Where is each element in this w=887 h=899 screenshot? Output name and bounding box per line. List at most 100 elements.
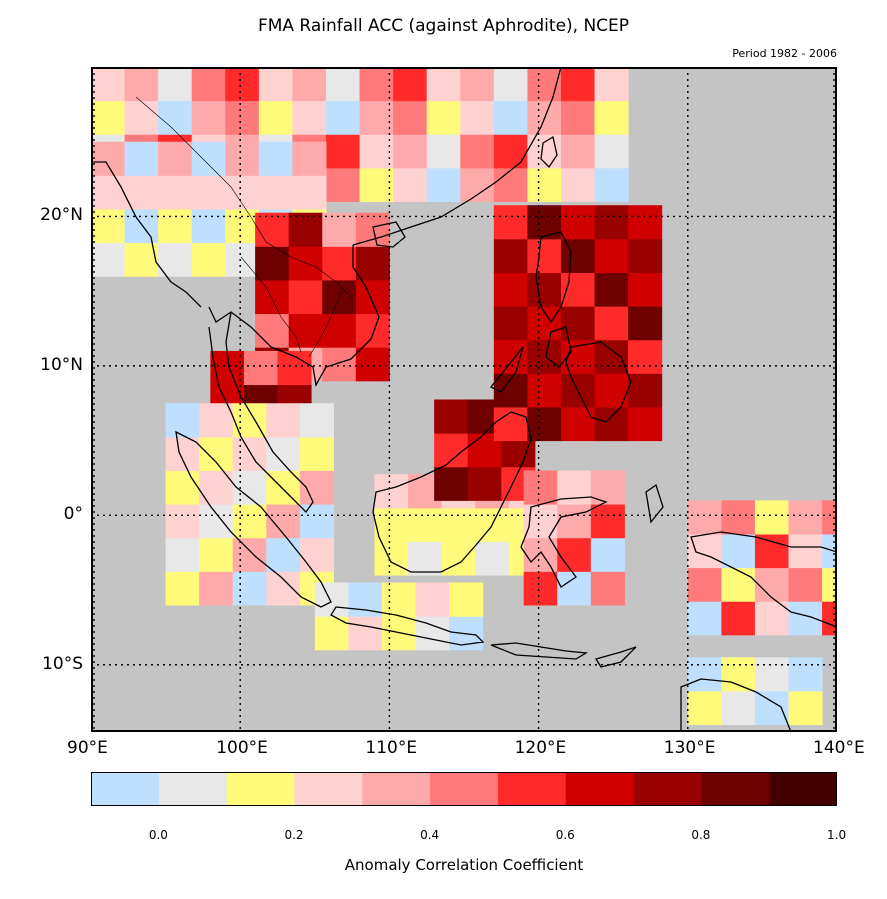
acc-cell-myanmar-north — [292, 141, 327, 176]
acc-cell-philippines — [560, 205, 596, 240]
acc-cell-sulawesi — [557, 571, 592, 606]
coastlines — [91, 67, 837, 732]
acc-cell-myanmar-north — [225, 242, 260, 277]
lon-tick-label: 110°E — [365, 738, 418, 758]
acc-cell-sumatra — [199, 571, 234, 606]
acc-cell-sulawesi — [590, 504, 625, 539]
acc-cell-philippines — [560, 406, 596, 442]
acc-cell-indochina — [255, 212, 290, 247]
acc-cell-borneo-south — [441, 507, 476, 542]
lon-tick-label: 90°E — [67, 738, 108, 758]
acc-cell-philippines — [628, 406, 663, 442]
acc-cell-myanmar-north — [225, 141, 260, 176]
colorbar-frame — [91, 772, 837, 806]
acc-cell-borneo-south — [408, 507, 443, 542]
colorbar-bin — [430, 772, 499, 806]
acc-grid-cells — [91, 67, 837, 726]
colorbar-bin — [497, 772, 567, 806]
graticule — [91, 67, 837, 732]
acc-cell-south-china — [359, 134, 394, 169]
acc-cell-philippines — [560, 306, 596, 341]
acc-cell-sulawesi — [523, 537, 558, 572]
acc-cell-sumatra — [165, 436, 200, 471]
acc-cell-myanmar-north — [225, 208, 260, 244]
acc-cell-sumatra — [232, 436, 267, 471]
acc-cell-philippines — [560, 339, 596, 374]
colorbar-bin — [769, 772, 837, 806]
acc-cell-sumatra — [232, 537, 267, 572]
colorbar-tick-label: 0.2 — [284, 828, 304, 842]
acc-cell-borneo-north — [467, 466, 502, 501]
acc-cell-indochina — [288, 279, 323, 315]
acc-cell-java — [381, 582, 417, 617]
acc-cell-myanmar-north — [191, 141, 226, 176]
acc-cell-sumatra — [232, 571, 267, 606]
acc-cell-philippines — [493, 238, 528, 273]
acc-cell-south-china — [460, 67, 495, 102]
colorbar-bin — [701, 772, 770, 806]
acc-cell-new-guinea — [754, 500, 790, 535]
acc-cell-south-china — [225, 67, 260, 102]
colorbar-bin — [158, 772, 228, 806]
acc-cell-australia-north — [721, 657, 756, 692]
acc-cell-south-china — [225, 100, 260, 135]
acc-cell-philippines — [527, 406, 562, 442]
acc-cell-indochina — [255, 279, 290, 315]
acc-cell-java — [348, 616, 383, 651]
acc-cell-borneo-south — [475, 541, 510, 576]
lat-tick-label: 10°S — [42, 653, 83, 674]
acc-cell-malay-peninsula — [243, 350, 278, 386]
acc-cell-south-china — [325, 100, 361, 135]
lon-tick-label: 130°E — [663, 738, 716, 758]
acc-cell-south-china — [426, 134, 461, 169]
acc-cell-australia-north — [687, 690, 722, 726]
acc-cell-new-guinea — [721, 601, 756, 636]
acc-cell-philippines — [527, 238, 562, 273]
acc-cell-south-china — [493, 100, 528, 135]
acc-cell-indochina — [288, 246, 323, 281]
acc-cell-philippines — [594, 306, 629, 341]
acc-cell-indochina — [355, 279, 390, 315]
acc-cell-south-china — [325, 167, 361, 202]
acc-cell-philippines — [594, 272, 629, 307]
acc-cell-new-guinea — [788, 601, 823, 636]
colorbar-tick-label: 0.6 — [555, 828, 575, 842]
acc-cell-philippines — [493, 306, 528, 341]
colorbar-tick-label: 0.0 — [148, 828, 168, 842]
acc-cell-myanmar-north — [124, 141, 159, 176]
acc-cell-australia-north — [721, 690, 756, 726]
colorbar-tick-label: 0.4 — [420, 828, 440, 842]
acc-cell-borneo-north — [434, 466, 469, 501]
colorbar-bin — [91, 772, 160, 806]
acc-cell-south-china — [560, 100, 596, 135]
acc-cell-south-china — [594, 134, 629, 169]
acc-cell-new-guinea — [687, 500, 722, 535]
acc-cell-philippines — [527, 339, 562, 374]
acc-cell-borneo-south — [408, 541, 443, 576]
acc-cell-sumatra — [199, 537, 234, 572]
acc-cell-indochina — [355, 246, 390, 281]
acc-cell-philippines — [628, 373, 663, 408]
acc-cell-south-china — [594, 67, 629, 102]
acc-cell-java — [348, 582, 383, 617]
acc-cell-philippines — [594, 238, 629, 273]
lon-tick-label: 140°E — [813, 738, 865, 758]
acc-cell-sumatra — [199, 470, 234, 505]
acc-cell-myanmar-north — [191, 208, 226, 244]
acc-cell-sulawesi — [590, 537, 625, 572]
acc-cell-indochina — [322, 313, 357, 348]
acc-cell-south-china — [426, 67, 461, 102]
acc-cell-south-china — [124, 100, 159, 135]
acc-cell-south-china — [560, 67, 596, 102]
acc-cell-south-china — [393, 167, 428, 202]
acc-cell-philippines — [493, 272, 528, 307]
colorbar-bin — [633, 772, 702, 806]
lat-tick-label: 0° — [63, 504, 83, 525]
acc-cell-sumatra — [165, 537, 200, 572]
map-title: FMA Rainfall ACC (against Aphrodite), NC… — [257, 16, 630, 36]
lon-tick-label: 100°E — [216, 738, 268, 758]
acc-cell-myanmar-north — [91, 141, 126, 176]
acc-cell-south-china — [359, 67, 394, 102]
acc-cell-new-guinea — [822, 500, 837, 535]
colorbar-bin — [362, 772, 431, 806]
